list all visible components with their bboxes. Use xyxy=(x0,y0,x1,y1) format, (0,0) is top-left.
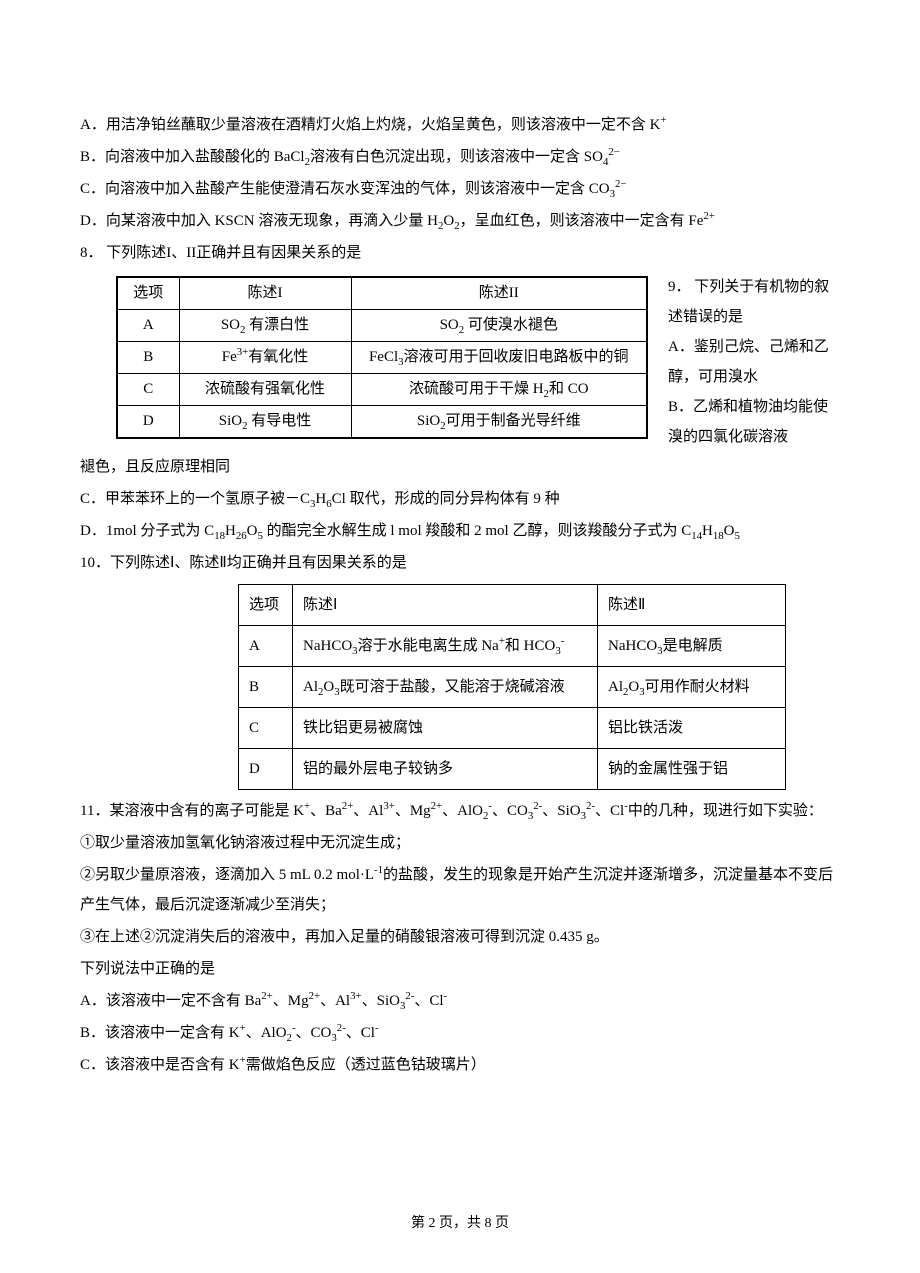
t1-h2: 陈述I xyxy=(179,277,351,310)
t2-h3: 陈述Ⅱ xyxy=(598,585,786,626)
t1-r1-b: Fe3+有氧化性 xyxy=(179,342,351,374)
t2-r1-c: Al2O3可用作耐火材料 xyxy=(598,667,786,708)
q11-substem: 下列说法中正确的是 xyxy=(80,954,840,984)
option-a: A．用洁净铂丝蘸取少量溶液在酒精灯火焰上灼烧，火焰呈黄色，则该溶液中一定不含 K… xyxy=(80,110,840,140)
t2-r0-c: NaHCO3是电解质 xyxy=(598,626,786,667)
t2-r0-b: NaHCO3溶于水能电离生成 Na+和 HCO3- xyxy=(293,626,598,667)
q11-option-b: B．该溶液中一定含有 K+、AlO2-、CO32-、Cl- xyxy=(80,1018,840,1048)
t2-h2: 陈述Ⅰ xyxy=(293,585,598,626)
t2-r3-c: 钠的金属性强于铝 xyxy=(598,749,786,790)
q9-option-c: C．甲苯苯环上的一个氢原子被－C3H6Cl 取代，形成的同分异构体有 9 种 xyxy=(80,484,840,514)
question-10-stem: 10．下列陈述Ⅰ、陈述Ⅱ均正确并且有因果关系的是 xyxy=(80,548,840,578)
t1-r0-b: SO2 有漂白性 xyxy=(179,310,351,342)
option-c: C．向溶液中加入盐酸产生能使澄清石灰水变浑浊的气体，则该溶液中一定含 CO32− xyxy=(80,174,840,204)
t1-h1: 选项 xyxy=(117,277,179,310)
question-11-stem: 11．某溶液中含有的离子可能是 K+、Ba2+、Al3+、Mg2+、AlO2-、… xyxy=(80,796,840,826)
option-b: B．向溶液中加入盐酸酸化的 BaCl2溶液有白色沉淀出现，则该溶液中一定含 SO… xyxy=(80,142,840,172)
q9-option-b-part2: 褪色，且反应原理相同 xyxy=(80,452,840,482)
t1-r3-a: D xyxy=(117,406,179,439)
question-10-table: 选项 陈述Ⅰ 陈述Ⅱ ANaHCO3溶于水能电离生成 Na+和 HCO3-NaH… xyxy=(238,584,786,790)
t1-r3-b: SiO2 有导电性 xyxy=(179,406,351,439)
t2-r1-b: Al2O3既可溶于盐酸，又能溶于烧碱溶液 xyxy=(293,667,598,708)
q11-step-1: ①取少量溶液加氢氧化钠溶液过程中无沉淀生成； xyxy=(80,828,840,858)
q9-option-a: A．鉴别己烷、己烯和乙醇，可用溴水 xyxy=(668,332,840,392)
option-d: D．向某溶液中加入 KSCN 溶液无现象，再滴入少量 H2O2，呈血红色，则该溶… xyxy=(80,206,840,236)
q11-step-3: ③在上述②沉淀消失后的溶液中，再加入足量的硝酸银溶液可得到沉淀 0.435 g。 xyxy=(80,922,840,952)
q11-step-2: ②另取少量原溶液，逐滴加入 5 mL 0.2 mol·L-1的盐酸，发生的现象是… xyxy=(80,860,840,920)
question-8-table: 选项 陈述I 陈述II ASO2 有漂白性SO2 可使溴水褪色 BFe3+有氧化… xyxy=(116,276,648,439)
q9-option-b-part1: B．乙烯和植物油均能使溴的四氯化碳溶液 xyxy=(668,392,840,452)
t1-r1-a: B xyxy=(117,342,179,374)
t1-r2-c: 浓硫酸可用于干燥 H2和 CO xyxy=(351,374,647,406)
t1-r2-b: 浓硫酸有强氧化性 xyxy=(179,374,351,406)
question-8-stem: 8． 下列陈述I、II正确并且有因果关系的是 xyxy=(80,238,840,268)
t1-r0-c: SO2 可使溴水褪色 xyxy=(351,310,647,342)
t1-r0-a: A xyxy=(117,310,179,342)
t2-r2-a: C xyxy=(239,708,293,749)
t2-r3-b: 铝的最外层电子较钠多 xyxy=(293,749,598,790)
t1-h3: 陈述II xyxy=(351,277,647,310)
t1-r3-c: SiO2可用于制备光导纤维 xyxy=(351,406,647,439)
q11-option-c: C．该溶液中是否含有 K+需做焰色反应（透过蓝色钴玻璃片） xyxy=(80,1050,840,1080)
t2-h1: 选项 xyxy=(239,585,293,626)
t1-r2-a: C xyxy=(117,374,179,406)
question-9-stem: 9． 下列关于有机物的叙述错误的是 xyxy=(668,272,840,332)
page-footer: 第 2 页，共 8 页 xyxy=(0,1210,920,1238)
t2-r0-a: A xyxy=(239,626,293,667)
t2-r2-c: 铝比铁活泼 xyxy=(598,708,786,749)
q11-option-a: A．该溶液中一定不含有 Ba2+、Mg2+、Al3+、SiO32-、Cl- xyxy=(80,986,840,1016)
t1-r1-c: FeCl3溶液可用于回收废旧电路板中的铜 xyxy=(351,342,647,374)
q9-option-d: D．1mol 分子式为 C18H26O5 的酯完全水解生成 l mol 羧酸和 … xyxy=(80,516,840,546)
t2-r1-a: B xyxy=(239,667,293,708)
t2-r3-a: D xyxy=(239,749,293,790)
t2-r2-b: 铁比铝更易被腐蚀 xyxy=(293,708,598,749)
